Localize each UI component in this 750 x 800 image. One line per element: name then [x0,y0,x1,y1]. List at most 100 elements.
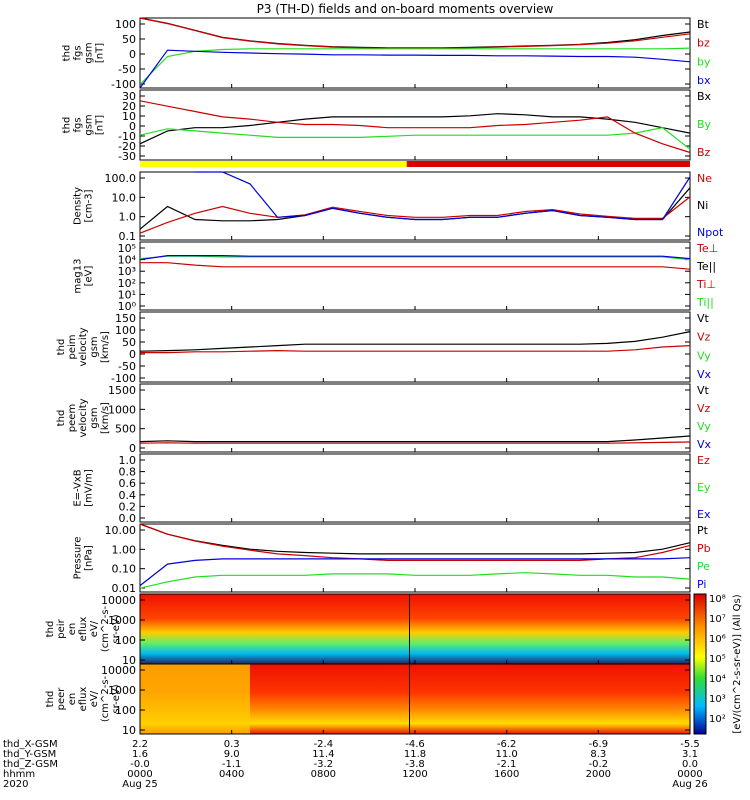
colorbar-label: [eV/(cm^2-s-sr-eV)] (All Qs) [732,594,743,733]
mode-bar-red [406,161,690,167]
footer: thd_X-GSM 2.2 0.3 -2.4 -4.6 -6.2 -6.9 -5.5 thd_Y… [3,739,708,790]
ytick-p2: 10 [122,110,136,123]
legend-p5-Vt: Vt [697,312,710,325]
ytick-p4: 10⁵ [118,242,136,255]
series-p3-Ne [139,196,691,234]
series-p2-By [139,127,691,150]
plot-title: P3 (TH-D) fields and on-board moments ov… [257,2,554,16]
colorbar-tick: 10⁸ [709,594,726,605]
ylabel-p2: thd [62,117,73,134]
ylabel-p2: gsm [84,114,95,135]
ylabel-p8: Pressure [73,537,84,580]
ylabel-p10: thd [45,691,56,708]
series-p8-Pb [139,523,691,561]
ytick-p6: 500 [115,423,136,436]
legend-p5-Vx: Vx [697,368,712,381]
ytick-p10: 1000 [108,684,136,697]
series-p8-Pe [139,572,691,589]
footer-label: thd_X-GSM [3,739,58,750]
ytick-p8: 10.00 [105,524,137,537]
footer-value: -3.8 [405,759,425,770]
ytick-p3: 100.0 [105,172,137,185]
footer-value: -0.0 [130,759,150,770]
ytick-p8: 0.10 [112,563,137,576]
colorbar-tick: 10³ [709,694,726,705]
series-p4-Te [140,262,691,270]
ytick-p7: 0.0 [119,512,137,525]
ytick-p4: 10¹ [118,288,136,301]
legend-p3-Npot: Npot [697,226,724,239]
ylabel-p5: thd [56,339,67,356]
footer-value: 2.2 [132,739,148,750]
series-p3-Npot [195,171,691,221]
ylabel-p6: peem [67,404,78,432]
legend-p3-Ni: Ni [697,199,708,212]
series-p1-bz [139,17,691,49]
ytick-p9: 10000 [101,594,136,607]
ytick-p5: 50 [122,336,136,349]
ytick-p2: 30 [122,90,136,103]
legend-p8-Pe: Pe [697,560,710,573]
ylabel-p10: eflux [78,687,89,712]
ylabel-p4: [eV] [84,266,95,287]
ytick-p1: -100 [111,78,136,91]
ytick-p5: -50 [118,360,136,373]
legend-p2-By: By [697,118,712,131]
legend-p6-Vz: Vz [697,402,711,415]
legend-p8-Pi: Pi [697,578,706,591]
ylabel-p9: eV/ [89,620,100,637]
ylabel-p9: peir [56,618,67,638]
legend-p4-Ti⊥: Ti⊥ [696,278,716,291]
ylabel-p2: fgs [73,117,84,132]
footer-value: 11.4 [312,749,334,760]
frame-p8 [139,523,691,593]
ytick-p5: 100 [115,324,136,337]
ytick-p4: 10⁴ [118,254,137,267]
ytick-p1: 0 [129,48,136,61]
frame-p4 [139,241,691,311]
ylabel-p10: peer [56,687,67,711]
series-p3-Ni [139,187,691,230]
colorbar-tick: 10⁶ [709,634,726,645]
ytick-p7: 0.6 [119,477,137,490]
footer-value: 3.1 [682,749,698,760]
ylabel-p5: gsm [89,336,100,357]
ylabel-p8: [nPa] [84,545,95,571]
ylabel-p4: mag13 [73,259,84,294]
colorbar-tick: 10⁷ [709,614,726,625]
series-p2-Bx [139,113,691,145]
ylabel-p9: eflux [78,617,89,642]
footer-value: -4.6 [405,739,425,750]
footer-value: -6.9 [589,739,609,750]
panel-mode [140,161,690,167]
ytick-p5: 0 [129,348,136,361]
series-p5-Vz [140,345,691,354]
ytick-p6: 0 [129,442,136,455]
legend-p6-Vt: Vt [697,384,710,397]
ytick-p6: 1000 [108,403,136,416]
ylabel-p10: en [67,693,78,706]
ylabel-p6: thd [56,410,67,427]
frame-p7 [139,453,691,523]
footer-value: -2.1 [497,759,517,770]
ytick-p5: -100 [111,372,136,385]
colorbar [693,593,707,735]
footer-value: 0400 [219,769,244,780]
ylabel-p5: velocity [78,327,89,366]
ytick-p6: 1500 [108,384,136,397]
panel-p7: 1.00.80.60.40.20.0 E=-VxB [mV/m] Ez Ey Ex [73,453,711,525]
ylabel-p9: thd [45,621,56,638]
footer-value: Aug 25 [122,779,157,790]
legend-p4-Te||: Te|| [696,260,716,273]
ylabel-p1: [nT] [95,43,106,63]
legend-p6-Vx: Vx [697,438,712,451]
series-p6-Vz [139,441,691,444]
legend-p5-Vy: Vy [697,349,711,362]
ytick-p4: 10³ [118,265,136,278]
colorbar-tick: 10⁵ [709,654,726,665]
footer-label: hhmm [3,769,35,780]
ytick-p2: -10 [118,130,136,143]
footer-value: 0.3 [224,739,240,750]
panel-p8: 10.00 1.00 0.10 0.01 Pressure [nPa] Pt Pb Pe Pi [73,523,711,595]
